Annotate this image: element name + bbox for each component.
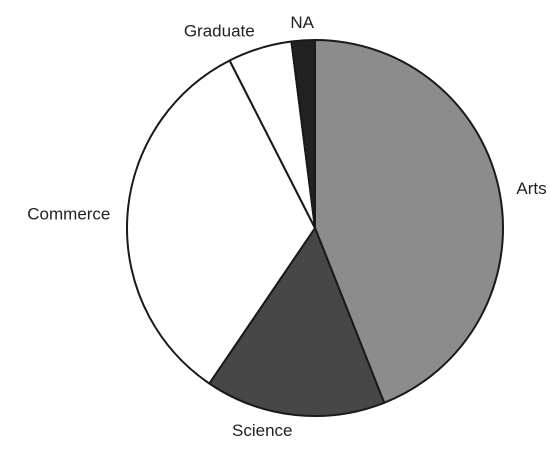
pie-slice — [314, 39, 504, 404]
slice-label: Graduate — [184, 22, 255, 41]
slice-label: Arts — [516, 179, 546, 198]
slice-label: NA — [290, 13, 314, 32]
pie-slice — [126, 59, 316, 385]
pie-slice — [290, 39, 316, 229]
slice-label: Commerce — [27, 205, 110, 224]
pie-slice — [208, 227, 386, 417]
slice-label: Science — [232, 421, 292, 440]
